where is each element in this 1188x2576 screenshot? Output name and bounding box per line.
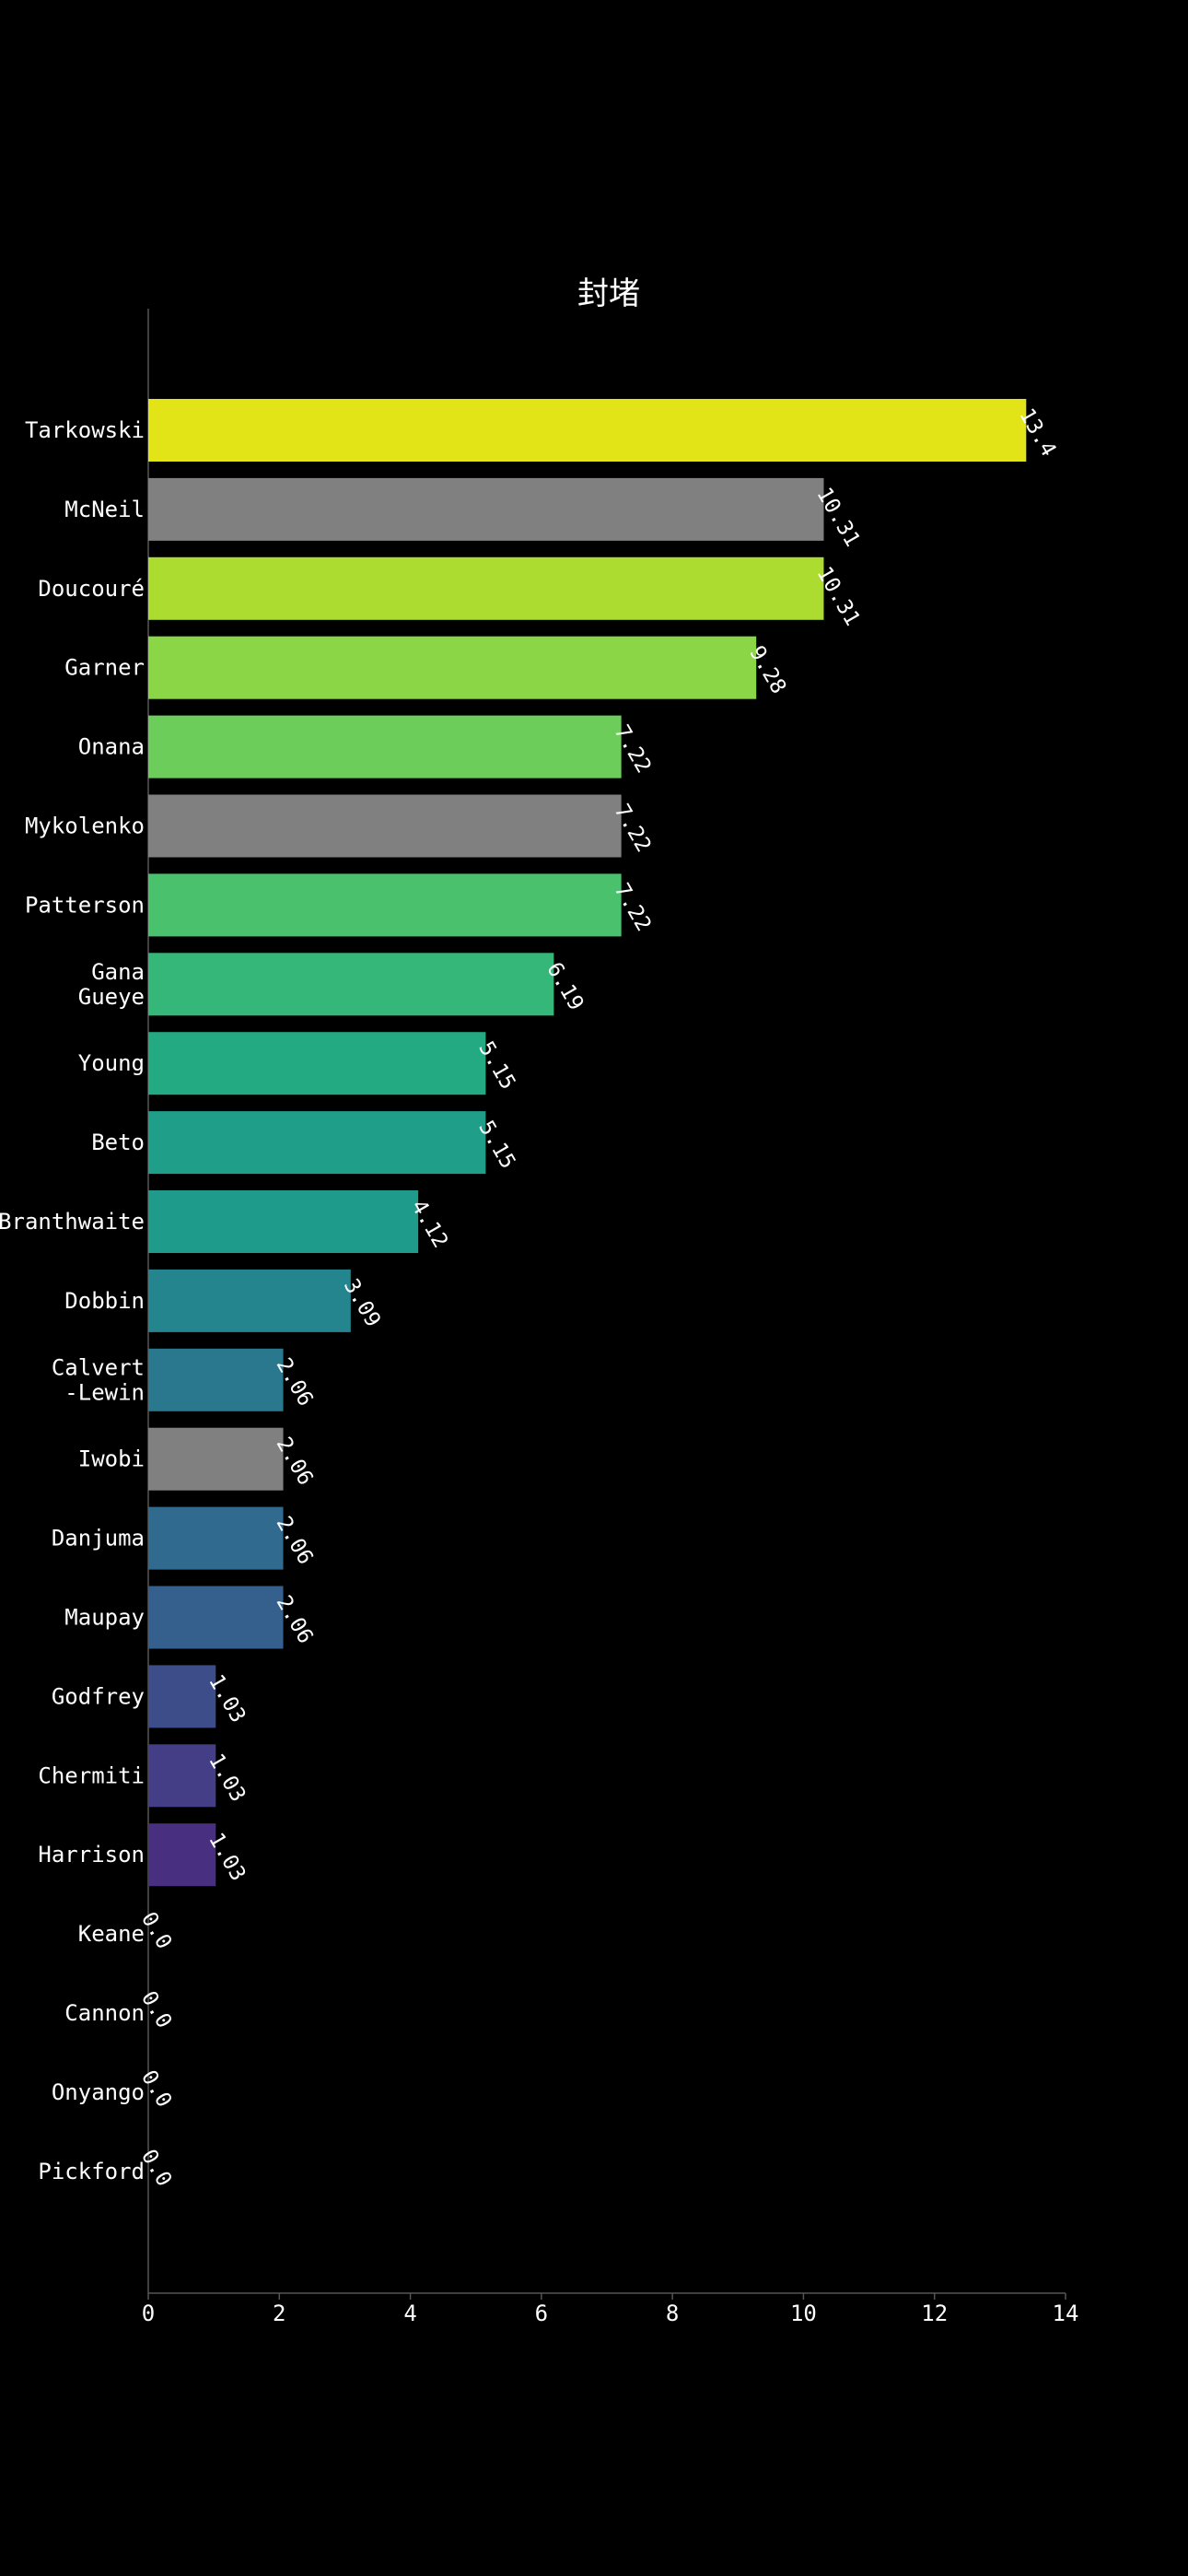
category-label: Maupay: [64, 1605, 145, 1631]
bar: [148, 873, 622, 937]
bar: [148, 715, 622, 779]
category-label-line: Onyango: [52, 2079, 145, 2105]
bar: [148, 1348, 284, 1411]
bars-group: [148, 399, 1027, 1887]
bar: [148, 1032, 486, 1095]
bar: [148, 477, 824, 541]
x-tick-label: 10: [790, 2301, 817, 2326]
category-label: Chermiti: [38, 1762, 145, 1788]
category-label-line: Gana: [91, 959, 145, 985]
category-label: McNeil: [64, 497, 145, 522]
category-label-line: Keane: [78, 1921, 145, 1947]
category-label-line: Calvert: [52, 1354, 145, 1380]
x-tick-label: 6: [535, 2301, 548, 2326]
chart-title: 封堵: [577, 275, 640, 312]
category-label-line: Young: [78, 1050, 145, 1076]
category-label-line: Beto: [91, 1130, 145, 1155]
bar: [148, 1190, 419, 1253]
category-label: Gana Gueye: [78, 959, 145, 1010]
category-label-line: Harrison: [38, 1842, 145, 1868]
category-label-line: Cannon: [64, 2000, 145, 2026]
bar: [148, 1269, 351, 1332]
category-label: Pickford: [38, 2159, 145, 2184]
bar: [148, 1586, 284, 1649]
category-label-line: -Lewin: [64, 1379, 145, 1405]
bar: [148, 794, 622, 858]
category-label-line: Iwobi: [78, 1446, 145, 1472]
bar: [148, 1665, 216, 1728]
bar: [148, 556, 824, 620]
category-label-line: Onana: [78, 734, 145, 760]
x-tick-label: 2: [273, 2301, 285, 2326]
category-label-line: Tarkowski: [25, 417, 145, 443]
x-tick-label: 4: [403, 2301, 416, 2326]
category-label: Onyango: [52, 2079, 145, 2105]
category-label-line: Patterson: [25, 892, 145, 918]
category-label: Cannon: [64, 2000, 145, 2026]
x-ticks-group: 0 2 4 6 8 10 12 14: [142, 2293, 1079, 2326]
bar: [148, 953, 554, 1016]
category-label: Tarkowski: [25, 417, 145, 443]
x-tick-label: 8: [666, 2301, 679, 2326]
category-label: Doucouré: [38, 576, 145, 602]
category-label: Onana: [78, 734, 145, 760]
category-label: Branthwaite: [0, 1209, 145, 1235]
category-label-line: Mykolenko: [25, 814, 145, 839]
category-label-line: Maupay: [64, 1605, 145, 1631]
bar: [148, 1823, 216, 1887]
category-label: Danjuma: [52, 1526, 145, 1551]
category-label: Dobbin: [64, 1288, 145, 1314]
category-label: Harrison: [38, 1842, 145, 1868]
x-tick-label: 0: [142, 2301, 155, 2326]
category-label: Iwobi: [78, 1446, 145, 1472]
category-label-line: Gueye: [78, 984, 145, 1010]
category-label: Young: [78, 1050, 145, 1076]
category-label: Keane: [78, 1921, 145, 1947]
category-label-line: McNeil: [64, 497, 145, 522]
category-label: Patterson: [25, 892, 145, 918]
category-label: Calvert -Lewin: [52, 1354, 145, 1405]
category-label-line: Dobbin: [64, 1288, 145, 1314]
bar: [148, 1506, 284, 1570]
bar: [148, 1111, 486, 1175]
bar: [148, 636, 757, 699]
bar: [148, 399, 1027, 462]
category-label-line: Pickford: [38, 2159, 145, 2184]
category-label-line: Danjuma: [52, 1526, 145, 1551]
category-label: Beto: [91, 1130, 145, 1155]
category-label: Garner: [64, 655, 145, 681]
bar: [148, 1427, 284, 1491]
category-label: Godfrey: [52, 1683, 145, 1709]
bar: [148, 1744, 216, 1808]
category-label-line: Garner: [64, 655, 145, 681]
category-labels-group: Tarkowski McNeil Doucouré Garner Onana Mykole…: [0, 417, 145, 2184]
category-label: Mykolenko: [25, 814, 145, 839]
category-label-line: Chermiti: [38, 1762, 145, 1788]
x-tick-label: 12: [921, 2301, 948, 2326]
x-tick-label: 14: [1053, 2301, 1079, 2326]
category-label-line: Godfrey: [52, 1683, 145, 1709]
category-label-line: Doucouré: [38, 576, 145, 602]
category-label-line: Branthwaite: [0, 1209, 145, 1235]
